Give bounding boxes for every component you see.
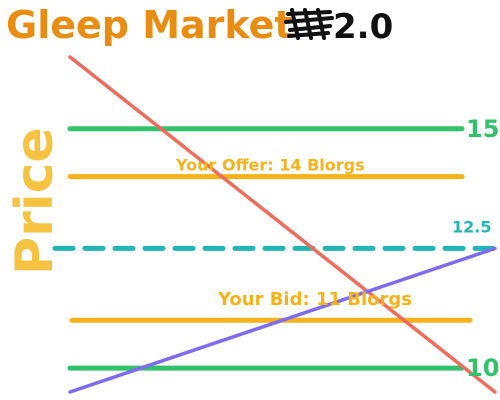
series-line-0 [68,55,497,394]
chart-title: Gleep Market [6,3,293,47]
hline-label-1: Your Offer: 14 Blorgs [175,156,365,175]
series-line-1 [68,246,497,394]
hline-label-4: 10 [466,354,499,382]
scribble-mark [284,8,334,40]
chart-title-version: 2.0 [333,7,393,47]
y-axis-label: Price [5,127,65,275]
hline-label-3: Your Bid: 11 Blorgs [217,289,412,310]
hline-label-0: 15 [466,115,499,143]
hline-label-2: 12.5 [452,217,491,236]
